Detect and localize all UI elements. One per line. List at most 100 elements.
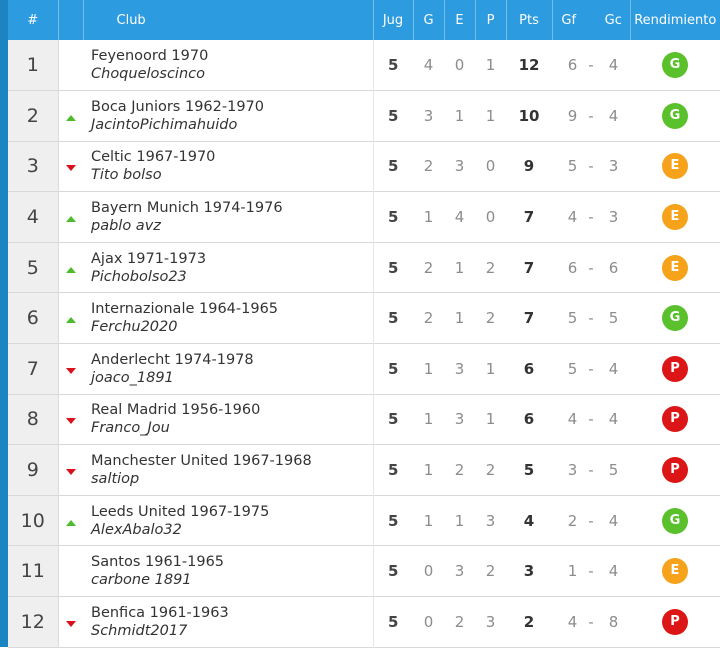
lost-cell: 1: [485, 359, 496, 378]
col-header-pos[interactable]: #: [8, 0, 59, 40]
table-row[interactable]: 11 Santos 1961-1965 carbone 1891 5 0 3 2 3 1-4 E: [8, 545, 720, 597]
table-row[interactable]: 12 Benfica 1961-1963 Schmidt2017 5 0 2 3 2 4-8 P: [8, 596, 720, 648]
col-header-p[interactable]: P: [475, 0, 507, 40]
club-cell[interactable]: Bayern Munich 1974-1976 pablo avz: [83, 192, 373, 243]
played-cell: 5: [372, 191, 413, 243]
club-user[interactable]: Pichobolso23: [91, 268, 187, 285]
club-cell[interactable]: Internazionale 1964-1965 Ferchu2020: [83, 293, 373, 344]
club-name[interactable]: Feyenoord 1970: [91, 47, 209, 64]
lost-cell: 1: [485, 56, 496, 75]
trend-cell: [58, 141, 83, 192]
standings-table: # Club Jug G E P Pts Gf Gc Rendimiento 1…: [8, 0, 720, 648]
played-cell: 5: [372, 242, 413, 293]
club-name[interactable]: Santos 1961-1965: [91, 554, 225, 571]
points-cell: 7: [523, 208, 535, 227]
goals-against-cell: 4: [608, 56, 619, 75]
club-user[interactable]: Choqueloscinco: [91, 66, 205, 83]
club-cell[interactable]: Ajax 1971-1973 Pichobolso23: [83, 242, 373, 293]
table-row[interactable]: 9 Manchester United 1967-1968 saltiop 5 1 2 2 5…: [8, 444, 720, 496]
table-row[interactable]: 6 Internazionale 1964-1965 Ferchu2020 5 2 1 2 7…: [8, 292, 720, 344]
trend-cell: [58, 495, 83, 546]
club-cell[interactable]: Santos 1961-1965 carbone 1891: [83, 546, 373, 597]
trend-down-icon: [65, 367, 76, 374]
club-cell[interactable]: Leeds United 1967-1975 AlexAbalo32: [83, 495, 373, 546]
goals-separator: -: [588, 359, 594, 378]
col-header-jug[interactable]: Jug: [373, 0, 414, 40]
col-header-e[interactable]: E: [444, 0, 476, 40]
club-name[interactable]: Bayern Munich 1974-1976: [91, 199, 283, 216]
goals-for-cell: 5: [567, 359, 578, 378]
club-cell[interactable]: Anderlecht 1974-1978 joaco_1891: [83, 344, 373, 395]
trend-cell: [58, 344, 83, 395]
club-name[interactable]: Real Madrid 1956-1960: [91, 402, 261, 419]
club-user[interactable]: Franco_Jou: [91, 420, 170, 437]
trend-up-icon: [65, 519, 76, 526]
club-user[interactable]: saltiop: [91, 471, 140, 488]
col-header-gc[interactable]: Gc: [597, 0, 631, 40]
drawn-cell: 2: [454, 612, 465, 631]
club-user[interactable]: Tito bolso: [91, 167, 162, 184]
drawn-cell: 4: [454, 208, 465, 227]
club-name[interactable]: Ajax 1971-1973: [91, 250, 207, 267]
position-cell: 2: [8, 90, 59, 142]
trend-cell: [58, 242, 83, 293]
performance-badge: G: [662, 305, 688, 332]
drawn-cell: 3: [454, 562, 465, 581]
table-row[interactable]: 5 Ajax 1971-1973 Pichobolso23 5 2 1 2 7 6-6 E: [8, 242, 720, 293]
table-row[interactable]: 2 Boca Juniors 1962-1970 JacintoPichimahui…: [8, 90, 720, 142]
club-cell[interactable]: Real Madrid 1956-1960 Franco_Jou: [83, 394, 373, 445]
position-cell: 6: [8, 292, 59, 344]
performance-badge: G: [662, 102, 688, 129]
col-header-g[interactable]: G: [413, 0, 445, 40]
goals-for-cell: 2: [567, 511, 578, 530]
club-user[interactable]: JacintoPichimahuido: [91, 116, 238, 133]
won-cell: 2: [423, 309, 434, 328]
club-name[interactable]: Manchester United 1967-1968: [91, 452, 312, 469]
table-row[interactable]: 10 Leeds United 1967-1975 AlexAbalo32 5 1 1 3 4…: [8, 495, 720, 546]
won-cell: 1: [423, 208, 434, 227]
table-row[interactable]: 3 Celtic 1967-1970 Tito bolso 5 2 3 0 9 5-3 E: [8, 141, 720, 192]
club-user[interactable]: carbone 1891: [91, 572, 192, 589]
goals-for-cell: 9: [567, 106, 578, 125]
club-user[interactable]: Schmidt2017: [91, 622, 188, 639]
performance-badge: E: [662, 558, 688, 585]
club-name[interactable]: Anderlecht 1974-1978: [91, 351, 254, 368]
played-cell: 5: [372, 444, 413, 496]
club-name[interactable]: Boca Juniors 1962-1970: [91, 98, 265, 115]
played-cell: 5: [372, 545, 413, 597]
club-name[interactable]: Benfica 1961-1963: [91, 604, 229, 621]
table-row[interactable]: 1 Feyenoord 1970 Choqueloscinco 5 4 0 1 12 6-4 G: [8, 40, 720, 91]
club-user[interactable]: pablo avz: [91, 218, 161, 235]
performance-cell: G: [630, 91, 720, 142]
club-name[interactable]: Internazionale 1964-1965: [91, 301, 279, 318]
goals-separator: -: [588, 56, 594, 75]
trend-down-icon: [65, 165, 76, 172]
col-header-rendimiento[interactable]: Rendimiento: [634, 12, 717, 28]
played-cell: 5: [372, 40, 413, 91]
table-row[interactable]: 4 Bayern Munich 1974-1976 pablo avz 5 1 4 0 7 4-…: [8, 191, 720, 243]
table-row[interactable]: 7 Anderlecht 1974-1978 joaco_1891 5 1 3 1 6 5-4 P: [8, 343, 720, 395]
club-user[interactable]: AlexAbalo32: [91, 521, 182, 538]
club-user[interactable]: Ferchu2020: [91, 319, 178, 336]
table-row[interactable]: 8 Real Madrid 1956-1960 Franco_Jou 5 1 3 1 6 4-4…: [8, 394, 720, 445]
club-cell[interactable]: Manchester United 1967-1968 saltiop: [83, 445, 373, 496]
drawn-cell: 3: [454, 359, 465, 378]
goals-against-cell: 4: [608, 511, 619, 530]
goals-for-cell: 6: [567, 258, 578, 277]
points-cell: 7: [523, 258, 535, 277]
goals-separator: -: [588, 612, 594, 631]
club-cell[interactable]: Boca Juniors 1962-1970 JacintoPichimahuid…: [83, 91, 373, 142]
col-header-gf[interactable]: Gf: [561, 12, 577, 28]
performance-badge: P: [662, 406, 688, 433]
goals-for-cell: 5: [567, 309, 578, 328]
col-header-club[interactable]: Club: [83, 0, 374, 40]
position-cell: 3: [8, 141, 59, 192]
club-name[interactable]: Leeds United 1967-1975: [91, 503, 270, 520]
col-header-pts[interactable]: Pts: [506, 0, 553, 40]
club-cell[interactable]: Celtic 1967-1970 Tito bolso: [83, 141, 373, 192]
won-cell: 0: [423, 612, 434, 631]
club-user[interactable]: joaco_1891: [91, 369, 174, 386]
club-cell[interactable]: Feyenoord 1970 Choqueloscinco: [83, 40, 373, 91]
club-cell[interactable]: Benfica 1961-1963 Schmidt2017: [83, 597, 373, 648]
club-name[interactable]: Celtic 1967-1970: [91, 149, 216, 166]
